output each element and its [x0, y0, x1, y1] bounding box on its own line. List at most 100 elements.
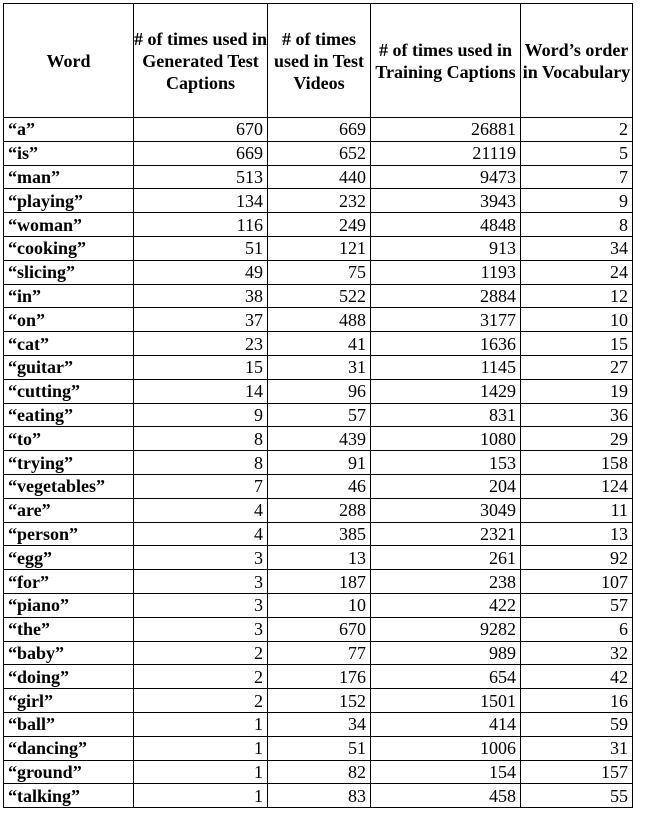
vocab-order-cell: 42	[520, 664, 633, 690]
test-videos-count-cell: 249	[267, 212, 371, 237]
header-training-captions: # of times used in Training Captions	[370, 3, 521, 118]
vocab-order-cell: 8	[520, 212, 633, 237]
training-count-cell: 654	[370, 664, 521, 690]
word-cell: “slicing”	[3, 259, 134, 285]
generated-test-count-cell: 3	[133, 545, 268, 571]
test-videos-count-cell: 385	[267, 521, 371, 547]
generated-test-count-cell: 134	[133, 188, 268, 214]
test-videos-count-cell: 10	[267, 592, 371, 618]
vocab-order-cell: 157	[520, 759, 633, 785]
training-count-cell: 3177	[370, 307, 521, 333]
table-row: “playing” 134 232 3943 9	[3, 188, 633, 214]
training-count-cell: 4848	[370, 212, 521, 237]
test-videos-count-cell: 51	[267, 735, 371, 761]
test-videos-count-cell: 96	[267, 378, 371, 404]
table-row: “vegetables” 7 46 204 124	[3, 473, 633, 499]
vocab-order-cell: 11	[520, 497, 633, 523]
test-videos-count-cell: 152	[267, 688, 371, 713]
vocab-order-cell: 12	[520, 283, 633, 309]
table-row: “cat” 23 41 1636 15	[3, 331, 633, 356]
generated-test-count-cell: 14	[133, 378, 268, 404]
generated-test-count-cell: 49	[133, 259, 268, 285]
test-videos-count-cell: 669	[267, 117, 371, 142]
vocab-order-cell: 27	[520, 354, 633, 380]
vocab-order-cell: 59	[520, 711, 633, 737]
table-row: “trying” 8 91 153 158	[3, 450, 633, 475]
generated-test-count-cell: 1	[133, 711, 268, 737]
table-row: “ground” 1 82 154 157	[3, 759, 633, 785]
generated-test-count-cell: 513	[133, 164, 268, 190]
word-cell: “ball”	[3, 711, 134, 737]
table-row: “a” 670 669 26881 2	[3, 117, 633, 142]
word-cell: “egg”	[3, 545, 134, 571]
training-count-cell: 153	[370, 450, 521, 475]
training-count-cell: 261	[370, 545, 521, 571]
training-count-cell: 1080	[370, 426, 521, 452]
test-videos-count-cell: 232	[267, 188, 371, 214]
word-cell: “ground”	[3, 759, 134, 785]
word-cell: “dancing”	[3, 735, 134, 761]
training-count-cell: 3049	[370, 497, 521, 523]
table-row: “for” 3 187 238 107	[3, 569, 633, 594]
word-cell: “baby”	[3, 640, 134, 666]
table-row: “cooking” 51 121 913 34	[3, 235, 633, 261]
test-videos-count-cell: 440	[267, 164, 371, 190]
training-count-cell: 1636	[370, 331, 521, 356]
test-videos-count-cell: 34	[267, 711, 371, 737]
test-videos-count-cell: 82	[267, 759, 371, 785]
table-row: “doing” 2 176 654 42	[3, 664, 633, 690]
word-cell: “is”	[3, 140, 134, 166]
training-count-cell: 9473	[370, 164, 521, 190]
generated-test-count-cell: 2	[133, 664, 268, 690]
table-row: “girl” 2 152 1501 16	[3, 688, 633, 713]
training-count-cell: 2884	[370, 283, 521, 309]
training-count-cell: 1006	[370, 735, 521, 761]
table-row: “baby” 2 77 989 32	[3, 640, 633, 666]
generated-test-count-cell: 3	[133, 592, 268, 618]
generated-test-count-cell: 1	[133, 783, 268, 809]
test-videos-count-cell: 652	[267, 140, 371, 166]
word-cell: “in”	[3, 283, 134, 309]
training-count-cell: 238	[370, 569, 521, 594]
table-row: “talking” 1 83 458 55	[3, 783, 633, 809]
table-row: “man” 513 440 9473 7	[3, 164, 633, 190]
training-count-cell: 1501	[370, 688, 521, 713]
training-count-cell: 1193	[370, 259, 521, 285]
vocab-order-cell: 5	[520, 140, 633, 166]
vocab-order-cell: 32	[520, 640, 633, 666]
generated-test-count-cell: 3	[133, 616, 268, 642]
vocab-order-cell: 13	[520, 521, 633, 547]
test-videos-count-cell: 77	[267, 640, 371, 666]
vocab-order-cell: 19	[520, 378, 633, 404]
word-cell: “eating”	[3, 402, 134, 428]
table-row: “the” 3 670 9282 6	[3, 616, 633, 642]
training-count-cell: 204	[370, 473, 521, 499]
table-row: “on” 37 488 3177 10	[3, 307, 633, 333]
test-videos-count-cell: 41	[267, 331, 371, 356]
generated-test-count-cell: 1	[133, 735, 268, 761]
training-count-cell: 9282	[370, 616, 521, 642]
word-cell: “are”	[3, 497, 134, 523]
test-videos-count-cell: 83	[267, 783, 371, 809]
generated-test-count-cell: 670	[133, 117, 268, 142]
vocab-order-cell: 107	[520, 569, 633, 594]
generated-test-count-cell: 669	[133, 140, 268, 166]
word-cell: “on”	[3, 307, 134, 333]
test-videos-count-cell: 439	[267, 426, 371, 452]
training-count-cell: 422	[370, 592, 521, 618]
test-videos-count-cell: 176	[267, 664, 371, 690]
word-cell: “person”	[3, 521, 134, 547]
table-row: “guitar” 15 31 1145 27	[3, 354, 633, 380]
generated-test-count-cell: 15	[133, 354, 268, 380]
vocab-order-cell: 6	[520, 616, 633, 642]
word-cell: “girl”	[3, 688, 134, 713]
table-row: “are” 4 288 3049 11	[3, 497, 633, 523]
vocab-order-cell: 34	[520, 235, 633, 261]
word-cell: “vegetables”	[3, 473, 134, 499]
training-count-cell: 913	[370, 235, 521, 261]
generated-test-count-cell: 8	[133, 426, 268, 452]
word-cell: “cooking”	[3, 235, 134, 261]
vocab-order-cell: 15	[520, 331, 633, 356]
vocab-order-cell: 158	[520, 450, 633, 475]
vocab-order-cell: 92	[520, 545, 633, 571]
